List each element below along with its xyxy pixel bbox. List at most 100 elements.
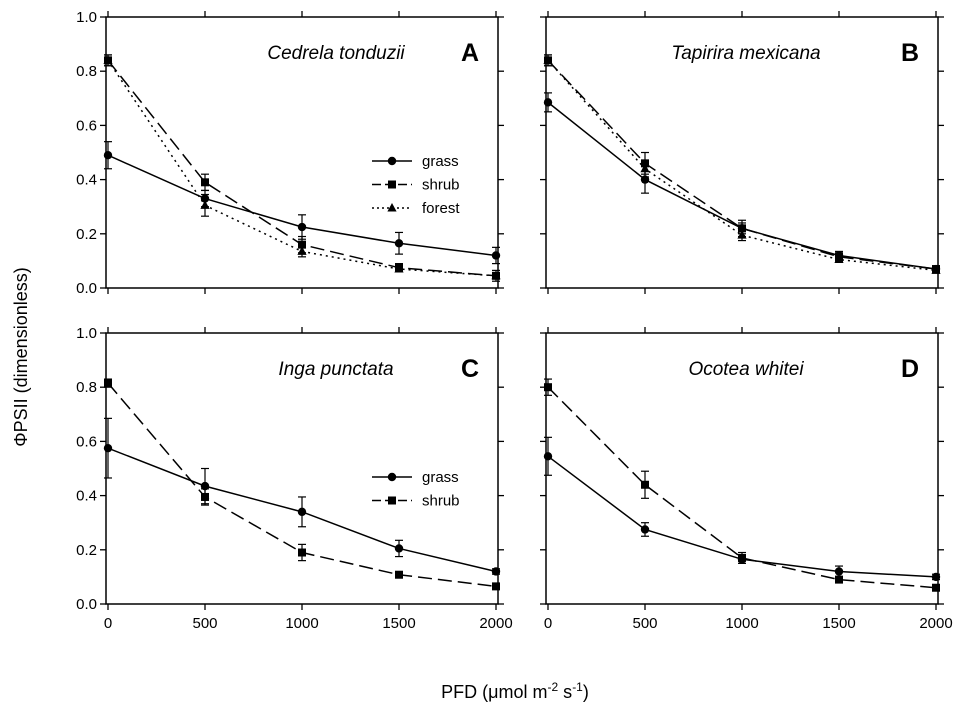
y-tick-label: 0.8: [76, 63, 97, 80]
legend-label: shrub: [422, 493, 460, 510]
x-tick-label: 1000: [285, 615, 318, 632]
x-axis-label-main: PFD (: [441, 682, 488, 702]
data-point: [297, 246, 307, 255]
data-point: [491, 270, 501, 280]
legend-label: grass: [422, 153, 459, 170]
x-tick-label: 500: [192, 615, 217, 632]
series-square: [544, 378, 940, 592]
data-point: [103, 151, 113, 160]
series-grass: [103, 141, 501, 265]
data-point: [544, 383, 552, 392]
panel-title: Ocotea whitei: [688, 359, 804, 380]
data-point: [297, 507, 307, 517]
y-tick-label: 0.0: [76, 280, 97, 297]
data-point: [201, 178, 209, 187]
series-line: [547, 386, 937, 589]
data-point: [835, 575, 843, 584]
x-tick-label: 1000: [725, 615, 758, 632]
data-point: [103, 55, 113, 64]
panel-letter: C: [461, 355, 479, 383]
legend-label: shrub: [422, 177, 460, 194]
x-axis-label-sup2: -1: [572, 680, 583, 694]
data-point: [931, 265, 941, 274]
data-point: [201, 492, 209, 501]
panel-A: 0.0 0.2 0.4 0.6 0.8 1.0 Cedrela tonduzii Agrass…: [76, 9, 504, 297]
data-point: [640, 175, 650, 184]
y-tick-label: 0.8: [76, 379, 97, 396]
panel-letter: B: [901, 39, 919, 67]
panel-title: Inga punctata: [278, 359, 393, 380]
x-tick-label: 0: [104, 615, 112, 632]
data-point: [834, 567, 844, 576]
data-point: [395, 570, 403, 579]
legend: grass shrub: [372, 469, 460, 510]
data-point: [491, 251, 501, 260]
x-axis-label-sup1: -2: [548, 680, 559, 694]
data-point: [394, 264, 404, 273]
panels: 0.0 0.2 0.4 0.6 0.8 1.0 Cedrela tonduzii Agrass…: [76, 9, 953, 632]
data-point: [103, 443, 113, 453]
data-point: [543, 55, 553, 64]
data-point: [394, 239, 404, 248]
y-tick-label: 1.0: [76, 325, 97, 342]
data-point: [388, 496, 396, 505]
y-tick-label: 0.6: [76, 433, 97, 450]
x-axis-label-close: ): [583, 682, 589, 702]
x-axis-label-mu: μ: [488, 682, 498, 702]
series-shrub: [104, 378, 500, 591]
y-tick-label: 0.2: [76, 226, 97, 243]
data-point: [200, 481, 210, 491]
y-tick-label: 0.4: [76, 172, 97, 189]
x-tick-label: 0: [544, 615, 552, 632]
panel-C: 0.0 0.2 0.4 0.6 0.8 1.0 0 500 1000 1500 2000 Inga p…: [76, 325, 513, 632]
data-point: [834, 254, 844, 264]
x-axis-label-unit: mol m: [499, 682, 548, 702]
data-point: [388, 180, 396, 189]
legend: grass shrub forest: [372, 153, 460, 217]
data-point: [298, 240, 306, 249]
data-point: [200, 200, 210, 209]
series-forest: [103, 54, 501, 280]
data-point: [387, 203, 397, 212]
data-point: [640, 163, 650, 173]
data-point: [737, 230, 747, 239]
x-tick-label: 1500: [382, 615, 415, 632]
series-line: [547, 59, 937, 270]
y-axis-label: ΦPSII (dimensionless): [11, 267, 31, 446]
data-point: [932, 583, 940, 592]
data-point: [738, 224, 746, 233]
data-point: [297, 222, 307, 232]
x-tick-label: 1500: [822, 615, 855, 632]
data-point: [492, 582, 500, 591]
x-tick-label: 500: [632, 615, 657, 632]
panel-letter: D: [901, 355, 919, 383]
series-triangle: [543, 54, 941, 274]
data-point: [543, 98, 553, 107]
panel-D: 0 500 1000 1500 2000 Ocotea whitei D: [540, 327, 953, 632]
panel-B: Tapirira mexicana B: [540, 11, 944, 294]
series-grass: [103, 417, 501, 576]
y-tick-label: 0.2: [76, 542, 97, 559]
y-tick-label: 0.0: [76, 596, 97, 613]
legend-label: grass: [422, 469, 459, 486]
data-point: [640, 525, 650, 534]
data-point: [491, 567, 501, 576]
legend-label: forest: [422, 200, 460, 217]
panel-title: Tapirira mexicana: [671, 43, 820, 64]
data-point: [641, 480, 649, 489]
data-point: [104, 379, 112, 388]
panel-title: Cedrela tonduzii: [267, 43, 405, 64]
series-line: [547, 59, 937, 272]
x-axis-label: PFD (μmol m-2 s-1): [441, 680, 589, 702]
y-tick-label: 0.6: [76, 117, 97, 134]
data-point: [387, 156, 397, 166]
x-tick-label: 2000: [479, 615, 512, 632]
data-point: [543, 452, 553, 461]
y-tick-label: 1.0: [76, 9, 97, 26]
data-point: [387, 472, 397, 482]
data-point: [298, 548, 306, 557]
data-point: [394, 544, 404, 553]
x-axis-label-mid: s: [558, 682, 572, 702]
x-tick-label: 2000: [919, 615, 952, 632]
